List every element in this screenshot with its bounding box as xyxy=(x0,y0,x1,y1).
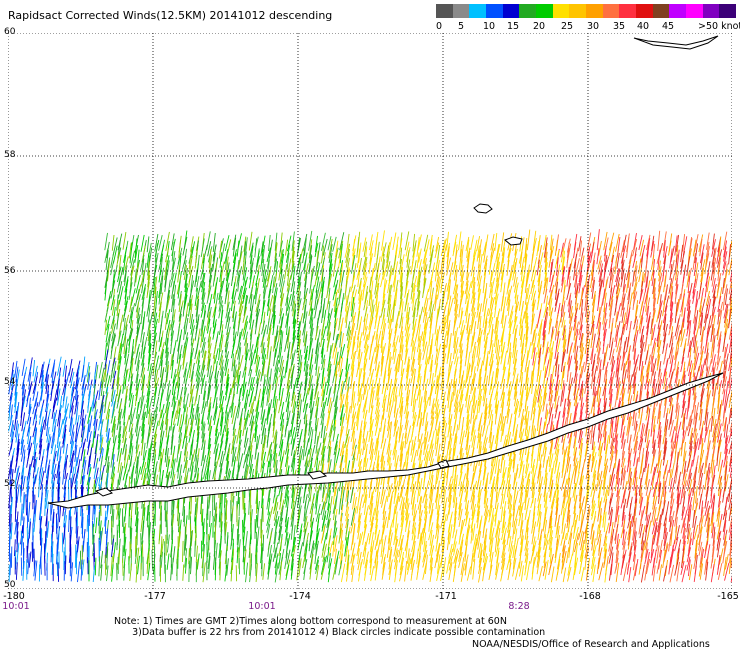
legend-swatch xyxy=(636,4,653,18)
time-label: 10:01 xyxy=(2,601,30,612)
legend-tick-label: 40 xyxy=(636,21,650,32)
legend-swatch xyxy=(502,4,520,18)
island-outline xyxy=(437,459,450,469)
lon-label-171: -171 xyxy=(435,591,457,602)
wind-map xyxy=(8,33,732,589)
lat-label-58: 58 xyxy=(4,150,16,160)
legend-swatch xyxy=(519,4,537,18)
lat-label-56: 56 xyxy=(4,266,16,276)
lat-label-52: 52 xyxy=(4,479,16,489)
lon-label-174: -174 xyxy=(289,591,311,602)
legend-tick-label: 10 xyxy=(482,21,496,32)
map-title: Rapidsact Corrected Winds(12.5KM) 201410… xyxy=(8,9,333,22)
island-outline xyxy=(307,470,328,480)
land-outlines xyxy=(47,35,724,509)
legend-unit-label: >50 knots xyxy=(698,21,740,32)
time-label: 10:01 xyxy=(248,601,276,612)
legend-color-bar xyxy=(436,4,737,18)
lon-label-177: -177 xyxy=(144,591,166,602)
legend-swatch xyxy=(536,4,553,18)
lat-label-60: 60 xyxy=(4,27,16,37)
legend-swatch xyxy=(452,4,470,18)
island-outline xyxy=(504,236,523,246)
note-line-2: 3)Data buffer is 22 hrs from 20141012 4)… xyxy=(114,627,546,638)
legend-swatch xyxy=(702,4,720,18)
legend-labels: 0 5 10 15 20 25 30 35 40 45 xyxy=(436,21,736,33)
legend-swatch xyxy=(602,4,620,18)
legend-swatch xyxy=(486,4,503,18)
credit-line: NOAA/NESDIS/Office of Research and Appli… xyxy=(472,639,710,650)
legend-swatch xyxy=(552,4,570,18)
note-line-1: Note: 1) Times are GMT 2)Times along bot… xyxy=(114,616,507,627)
time-label: 8:28 xyxy=(508,601,530,612)
lat-lon-grid xyxy=(8,33,732,589)
legend-swatch xyxy=(686,4,703,18)
lat-label-54: 54 xyxy=(4,377,16,387)
island-outline xyxy=(94,487,114,497)
island-outline xyxy=(473,203,493,214)
legend-swatch xyxy=(652,4,670,18)
legend-tick-label: 15 xyxy=(506,21,520,32)
lon-label-168: -168 xyxy=(579,591,601,602)
lon-label-180: -180 xyxy=(3,591,25,602)
lat-label-50: 50 xyxy=(4,580,16,590)
legend-swatch xyxy=(586,4,603,18)
legend-swatch xyxy=(619,4,637,18)
aleutian-islands-outline xyxy=(47,372,724,509)
legend-tick-label: 20 xyxy=(532,21,546,32)
legend-swatch xyxy=(436,4,453,18)
legend-swatch xyxy=(569,4,587,18)
legend-tick-label: 25 xyxy=(560,21,574,32)
legend-tick-label: 30 xyxy=(586,21,600,32)
legend-swatch xyxy=(669,4,687,18)
wind-vectors xyxy=(8,229,732,583)
legend-tick-label: 5 xyxy=(457,21,465,32)
legend-tick-label: 0 xyxy=(435,21,443,32)
island-outline xyxy=(633,35,719,50)
lon-label-165: -165 xyxy=(717,591,739,602)
legend-swatch xyxy=(469,4,487,18)
legend-tick-label: 45 xyxy=(661,21,675,32)
wind-speed-legend: 0 5 10 15 20 25 30 35 40 45 >50 knots xyxy=(436,4,740,34)
legend-tick-label: 35 xyxy=(612,21,626,32)
legend-swatch xyxy=(719,4,737,18)
